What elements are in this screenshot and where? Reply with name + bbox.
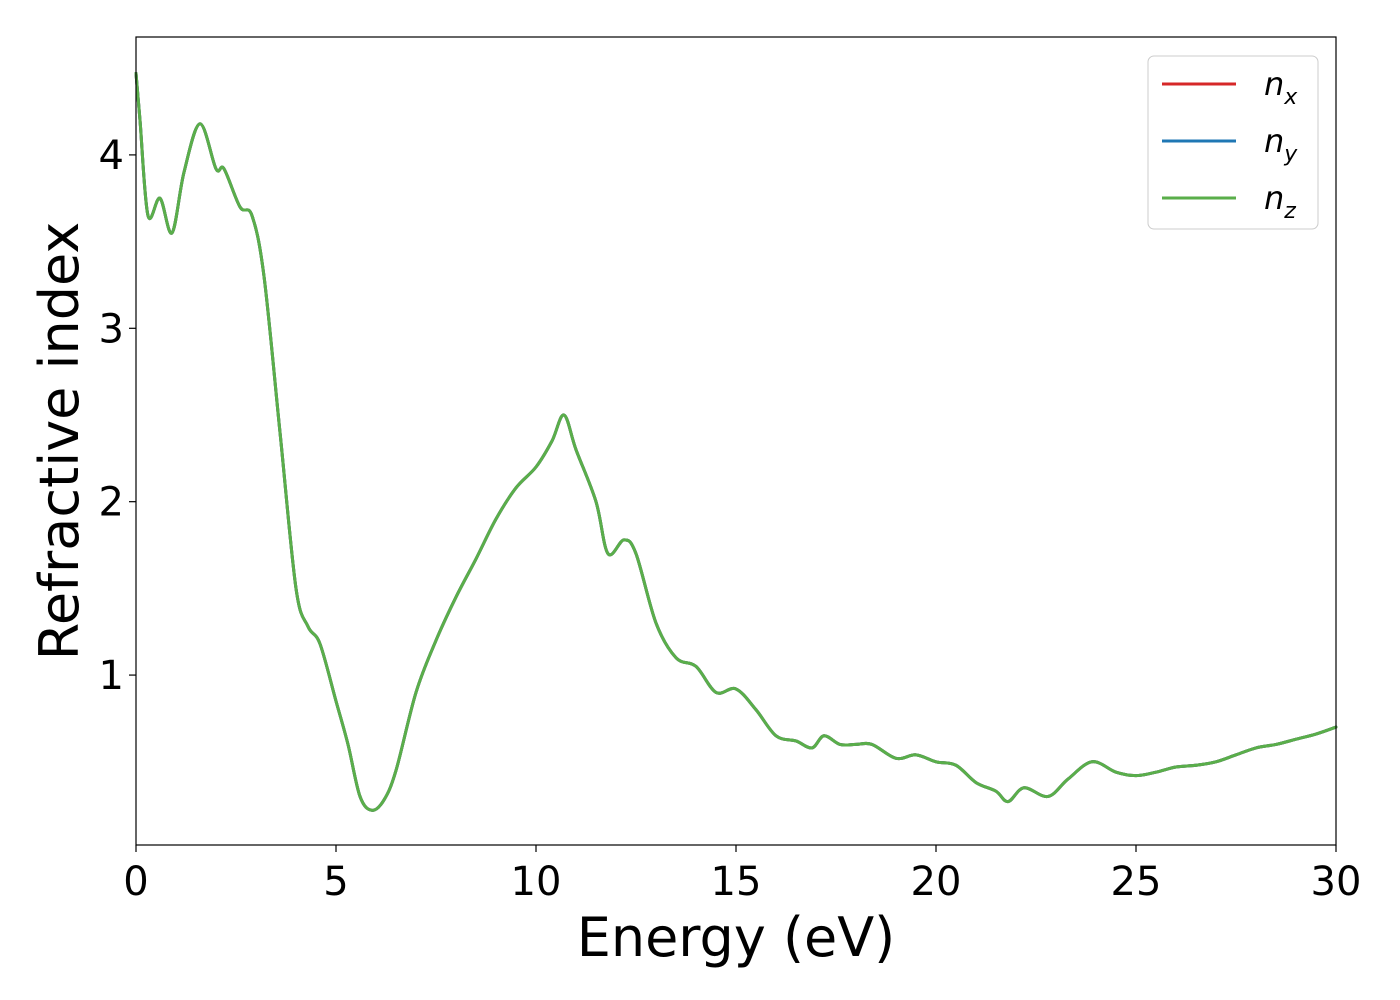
x-tick-label: 30	[1311, 859, 1362, 905]
x-tick-label: 15	[711, 859, 762, 905]
series-layer	[134, 71, 1338, 812]
series-line-n-z	[134, 71, 1338, 812]
x-tick-label: 5	[323, 859, 348, 905]
x-tick-label: 20	[911, 859, 962, 905]
y-tick-label: 3	[99, 306, 124, 352]
x-tick-label: 0	[123, 859, 148, 905]
x-tick-label: 10	[511, 859, 562, 905]
x-axis-ticks: 0 5 10 15 20 25 30	[123, 845, 1361, 905]
x-axis-title: Energy (eV)	[577, 906, 896, 969]
y-tick-label: 4	[99, 133, 124, 179]
y-axis-ticks: 1 2 3 4	[99, 133, 136, 699]
y-tick-label: 1	[99, 653, 124, 699]
y-axis-title: Refractive index	[28, 222, 91, 661]
y-tick-label: 2	[99, 480, 124, 526]
x-tick-label: 25	[1111, 859, 1162, 905]
